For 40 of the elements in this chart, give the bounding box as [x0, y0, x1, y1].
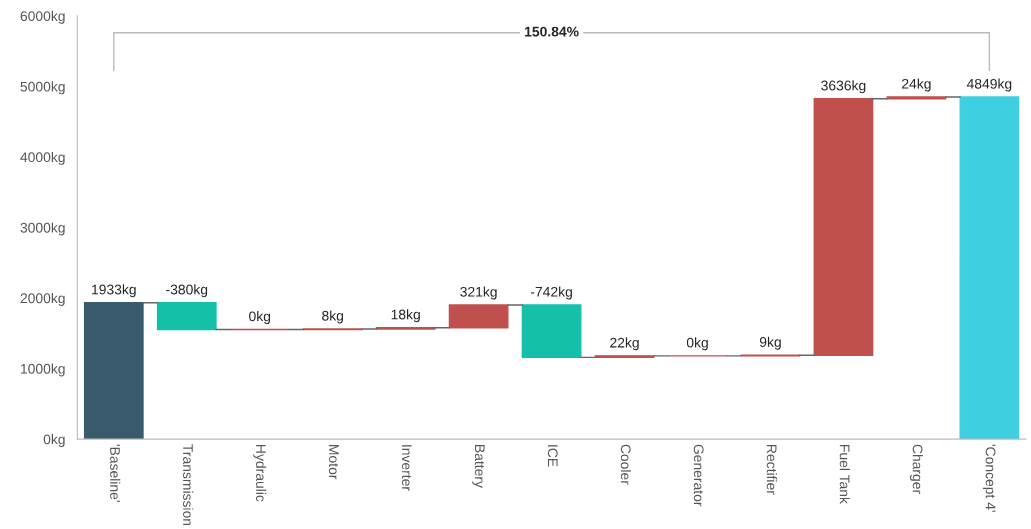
y-tick-label: 2000kg — [20, 292, 65, 306]
x-tick-label: Rectifier — [766, 445, 777, 495]
data-label: 9kg — [759, 336, 781, 350]
y-tick-label: 5000kg — [20, 81, 65, 95]
y-tick-label: 1000kg — [21, 363, 65, 377]
y-tick-label: 3000kg — [20, 222, 65, 236]
data-label: 18kg — [391, 309, 420, 323]
x-tick-label: Cooler — [620, 444, 632, 485]
data-label: 3636kg — [821, 80, 866, 94]
annotation: 150.84% — [525, 26, 579, 37]
bar — [156, 302, 217, 331]
data-label: 24kg — [902, 78, 931, 92]
x-tick-label: Battery — [472, 445, 485, 488]
x-tick-label: Inverter — [401, 445, 412, 491]
y-tick-label: 0kg — [43, 434, 65, 447]
x-tick-label: ICE — [547, 445, 558, 467]
x-tick-label: Hydraulic — [253, 445, 267, 502]
x-tick-label: 'Concept 4' — [982, 444, 996, 512]
data-label: 22kg — [610, 337, 639, 351]
data-label: 8kg — [322, 310, 343, 324]
x-tick-label: 'Baseline' — [110, 444, 121, 502]
bar — [83, 302, 144, 440]
data-label: 1933kg — [92, 284, 136, 298]
x-tick-label: Transmission — [183, 444, 194, 526]
x-tick-label: Generator — [693, 444, 704, 507]
bar — [813, 98, 874, 356]
data-label: -380kg — [166, 284, 208, 298]
bar — [521, 304, 582, 359]
data-label: 0kg — [686, 337, 708, 351]
data-label: 321kg — [460, 286, 497, 300]
x-tick-label: Motor — [328, 445, 339, 480]
bar — [448, 304, 509, 329]
x-tick-label: Charger — [909, 444, 923, 494]
bar — [959, 96, 1020, 440]
data-label: 0kg — [249, 311, 271, 324]
data-label: -742kg — [530, 286, 572, 300]
y-tick-label: 4000kg — [20, 151, 65, 165]
data-label: 4849kg — [966, 78, 1012, 92]
y-tick-label: 6000kg — [20, 10, 65, 24]
x-tick-label: Fuel Tank — [839, 445, 850, 504]
